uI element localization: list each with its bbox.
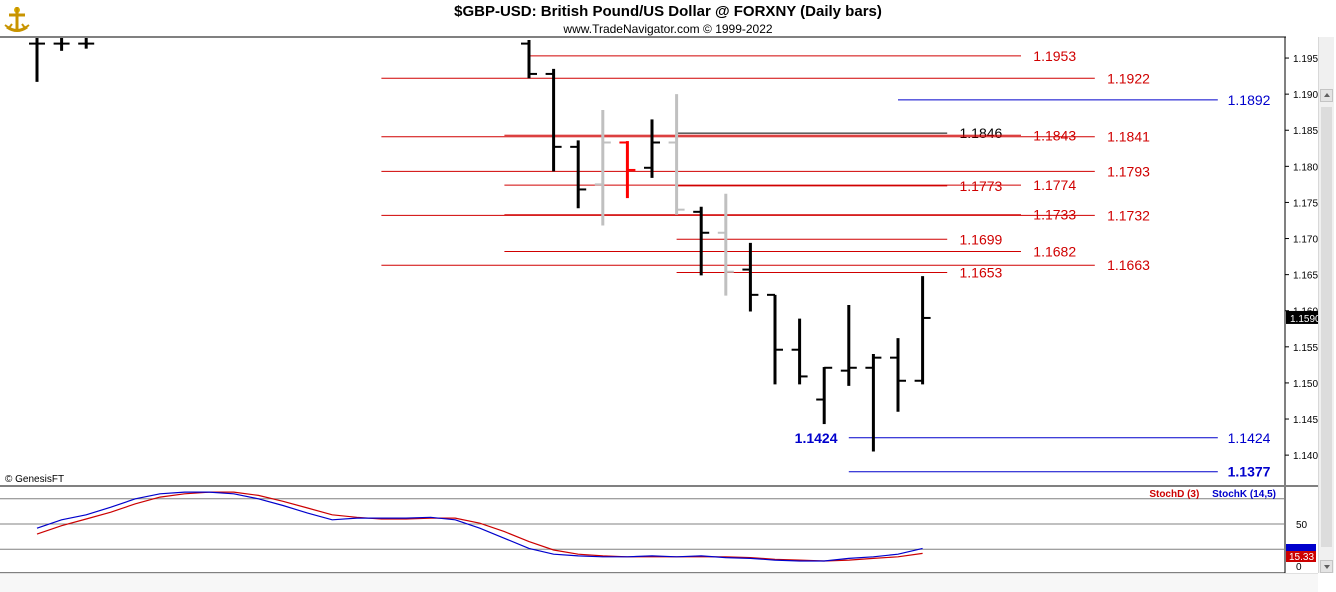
level-label: 1.1793 <box>1107 163 1150 179</box>
ohlc-bar <box>914 276 931 385</box>
chart-title: $GBP-USD: British Pound/US Dollar @ FORX… <box>454 3 882 20</box>
indicator-legend: StochD (3) StochK (14,5) <box>1139 489 1276 500</box>
chart-subtitle: www.TradeNavigator.com © 1999-2022 <box>563 22 773 36</box>
level-label: 1.1841 <box>1107 129 1150 145</box>
ohlc-bar <box>668 94 685 215</box>
level-annotation: 1.1424 <box>795 430 838 446</box>
level-label: 1.1953 <box>1033 48 1076 64</box>
ohlc-bar <box>545 68 562 172</box>
stochk-line <box>36 491 923 562</box>
ohlc-bar <box>594 110 611 226</box>
ohlc-bar <box>521 39 537 79</box>
stochd-legend: StochD (3) <box>1149 489 1200 500</box>
ohlc-bar <box>816 366 833 425</box>
level-label: 1.1773 <box>960 178 1003 194</box>
horizontal-scrollbar[interactable] <box>0 573 1318 592</box>
stochd-value: 15.33 <box>1289 552 1314 563</box>
scroll-up-icon[interactable] <box>1320 89 1333 102</box>
level-label: 1.1843 <box>1033 127 1076 143</box>
level-label: 1.1653 <box>960 264 1003 280</box>
ohlc-bar <box>619 141 636 199</box>
ohlc-bar <box>644 119 660 178</box>
level-label: 1.1699 <box>960 231 1003 247</box>
vertical-scrollbar[interactable] <box>1318 37 1334 573</box>
ohlc-bar <box>693 206 710 276</box>
ohlc-bar <box>767 293 783 385</box>
ohlc-bar <box>865 354 882 452</box>
level-label: 1.1774 <box>1033 177 1076 193</box>
ohlc-bar <box>29 38 45 82</box>
stoch-tick-label: 0 <box>1296 562 1302 573</box>
level-label: 1.1424 <box>1228 430 1271 446</box>
ohlc-bar <box>742 242 759 312</box>
ohlc-bar <box>890 338 906 412</box>
stochk-badge <box>1286 544 1316 554</box>
level-label: 1.1846 <box>960 125 1003 141</box>
ohlc-bar <box>840 304 857 386</box>
level-label: 1.1732 <box>1107 207 1150 223</box>
level-label: 1.1892 <box>1228 92 1271 108</box>
ohlc-bar <box>717 193 734 296</box>
stoch-tick-label: 50 <box>1296 520 1308 531</box>
stoch-panel <box>0 503 1285 573</box>
ohlc-bar <box>791 318 808 385</box>
level-label: 1.1733 <box>1033 207 1076 223</box>
stochd-line <box>36 491 923 562</box>
data-credit: © GenesisFT <box>5 474 65 485</box>
level-label: 1.1377 <box>1228 464 1271 480</box>
stochd-badge <box>1286 551 1316 562</box>
last-price-label: 1.1590 <box>1290 314 1321 325</box>
ohlc-bar <box>570 140 587 209</box>
scroll-down-icon[interactable] <box>1320 560 1333 573</box>
stochk-legend: StochK (14,5) <box>1212 489 1276 500</box>
trade-navigator-logo-icon <box>4 7 30 32</box>
ohlc-bar <box>78 38 95 49</box>
ohlc-bar <box>53 38 70 51</box>
level-label: 1.1922 <box>1107 70 1150 86</box>
level-label: 1.1663 <box>1107 257 1150 273</box>
level-label: 1.1682 <box>1033 244 1076 260</box>
scroll-thumb[interactable] <box>1321 107 1332 547</box>
